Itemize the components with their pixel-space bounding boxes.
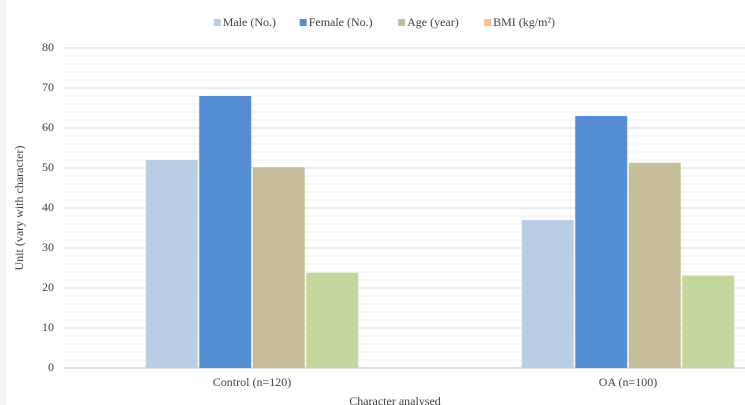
- legend-label: Male (No.): [223, 15, 276, 29]
- x-axis-title: Character analysed: [349, 394, 441, 405]
- legend-label: Female (No.): [309, 15, 373, 29]
- bar: [521, 220, 574, 368]
- bar: [199, 96, 252, 368]
- bar: [252, 167, 305, 368]
- y-tick-label: 40: [42, 200, 54, 214]
- x-tick-label: Control (n=120): [213, 375, 291, 389]
- legend-swatch: [484, 19, 492, 26]
- x-tick-label: OA (n=100): [599, 375, 657, 389]
- y-tick-label: 70: [42, 80, 54, 94]
- y-tick-label: 50: [42, 160, 54, 174]
- bar: [628, 162, 681, 368]
- y-tick-label: 10: [42, 320, 54, 334]
- legend-label: BMI (kg/m²): [493, 15, 555, 29]
- y-tick-label: 60: [42, 120, 54, 134]
- bar: [575, 116, 628, 368]
- bar: [306, 272, 359, 368]
- legend-swatch: [213, 19, 221, 26]
- legend-swatch: [398, 19, 406, 26]
- y-tick-label: 30: [42, 240, 54, 254]
- y-axis-title: Unit (vary with character): [12, 146, 26, 271]
- legend-swatch: [299, 19, 307, 26]
- y-tick-label: 80: [42, 40, 54, 54]
- y-tick-label: 0: [48, 360, 54, 374]
- bar: [682, 275, 735, 368]
- legend-label: Age (year): [407, 15, 459, 29]
- y-tick-label: 20: [42, 280, 54, 294]
- bar: [145, 160, 198, 368]
